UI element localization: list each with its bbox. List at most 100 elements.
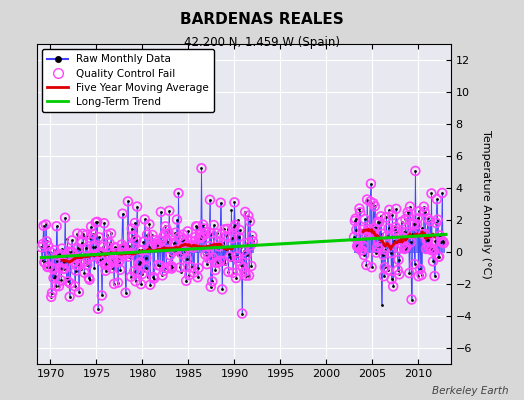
Point [224, 269, 233, 275]
Point [435, 254, 443, 260]
Point [202, 229, 210, 236]
Point [170, 240, 178, 246]
Point [405, 270, 413, 276]
Point [160, 231, 169, 237]
Point [407, 296, 416, 303]
Point [152, 242, 160, 249]
Point [429, 258, 437, 264]
Point [145, 244, 153, 250]
Point [165, 230, 173, 236]
Point [121, 251, 129, 258]
Point [189, 244, 197, 251]
Point [161, 223, 170, 230]
Point [350, 234, 358, 240]
Point [217, 231, 226, 237]
Point [115, 257, 124, 264]
Point [82, 232, 91, 238]
Point [363, 196, 372, 203]
Point [72, 267, 80, 274]
Point [92, 219, 100, 226]
Point [370, 203, 379, 210]
Point [216, 200, 225, 206]
Point [114, 280, 122, 286]
Point [127, 274, 135, 280]
Point [232, 275, 240, 281]
Point [86, 235, 94, 241]
Point [127, 226, 136, 232]
Point [199, 222, 207, 228]
Point [378, 231, 387, 237]
Point [184, 242, 193, 248]
Point [150, 237, 159, 244]
Point [218, 286, 226, 292]
Point [230, 199, 238, 206]
Point [115, 259, 123, 265]
Point [181, 264, 190, 270]
Legend: Raw Monthly Data, Quality Control Fail, Five Year Moving Average, Long-Term Tren: Raw Monthly Data, Quality Control Fail, … [42, 49, 214, 112]
Point [94, 234, 103, 240]
Point [173, 216, 181, 223]
Point [132, 237, 140, 243]
Point [85, 276, 94, 283]
Point [79, 230, 87, 237]
Point [230, 224, 238, 231]
Point [403, 209, 412, 215]
Point [385, 207, 394, 213]
Point [220, 226, 228, 232]
Point [178, 251, 187, 257]
Point [122, 290, 130, 296]
Point [379, 252, 387, 258]
Point [200, 232, 209, 238]
Point [246, 218, 254, 225]
Point [105, 262, 113, 268]
Point [130, 268, 138, 274]
Point [50, 247, 59, 254]
Point [436, 232, 444, 239]
Point [106, 248, 114, 255]
Point [430, 248, 438, 254]
Point [175, 234, 183, 240]
Point [237, 244, 246, 250]
Point [352, 216, 360, 222]
Point [128, 234, 137, 240]
Point [184, 242, 193, 248]
Point [377, 213, 385, 220]
Point [406, 203, 414, 210]
Point [180, 236, 188, 243]
Point [352, 226, 361, 233]
Point [73, 230, 82, 237]
Point [191, 234, 200, 240]
Point [43, 264, 51, 270]
Point [138, 271, 147, 277]
Point [39, 241, 47, 247]
Point [188, 264, 196, 270]
Point [106, 248, 114, 255]
Point [364, 227, 372, 233]
Point [425, 244, 433, 251]
Point [244, 212, 253, 219]
Point [375, 219, 384, 225]
Point [198, 165, 206, 172]
Point [64, 248, 73, 255]
Point [79, 230, 87, 237]
Point [223, 233, 231, 240]
Point [415, 208, 423, 214]
Point [228, 235, 236, 242]
Point [439, 238, 447, 245]
Point [354, 244, 363, 250]
Point [143, 232, 151, 238]
Point [149, 274, 157, 280]
Point [427, 247, 435, 253]
Point [364, 227, 372, 233]
Point [422, 246, 430, 252]
Point [360, 252, 368, 258]
Point [196, 234, 205, 241]
Point [407, 239, 415, 246]
Point [61, 214, 69, 221]
Point [389, 283, 397, 290]
Point [54, 283, 63, 290]
Point [202, 229, 210, 236]
Point [108, 257, 117, 264]
Point [167, 263, 175, 269]
Point [84, 275, 93, 281]
